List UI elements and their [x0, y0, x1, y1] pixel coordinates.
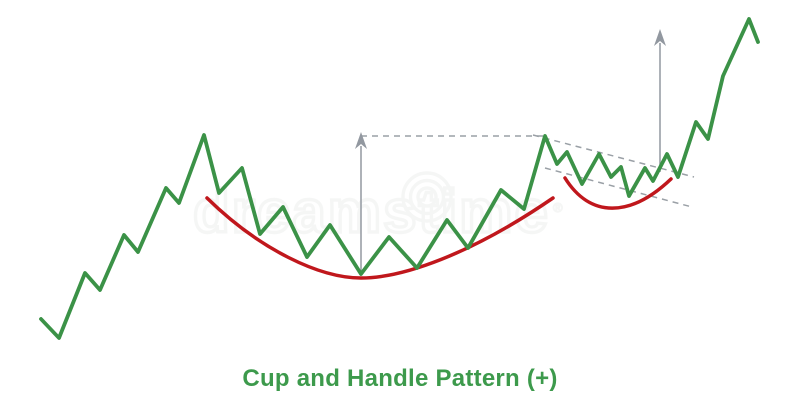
svg-text:®: ® — [553, 200, 563, 215]
